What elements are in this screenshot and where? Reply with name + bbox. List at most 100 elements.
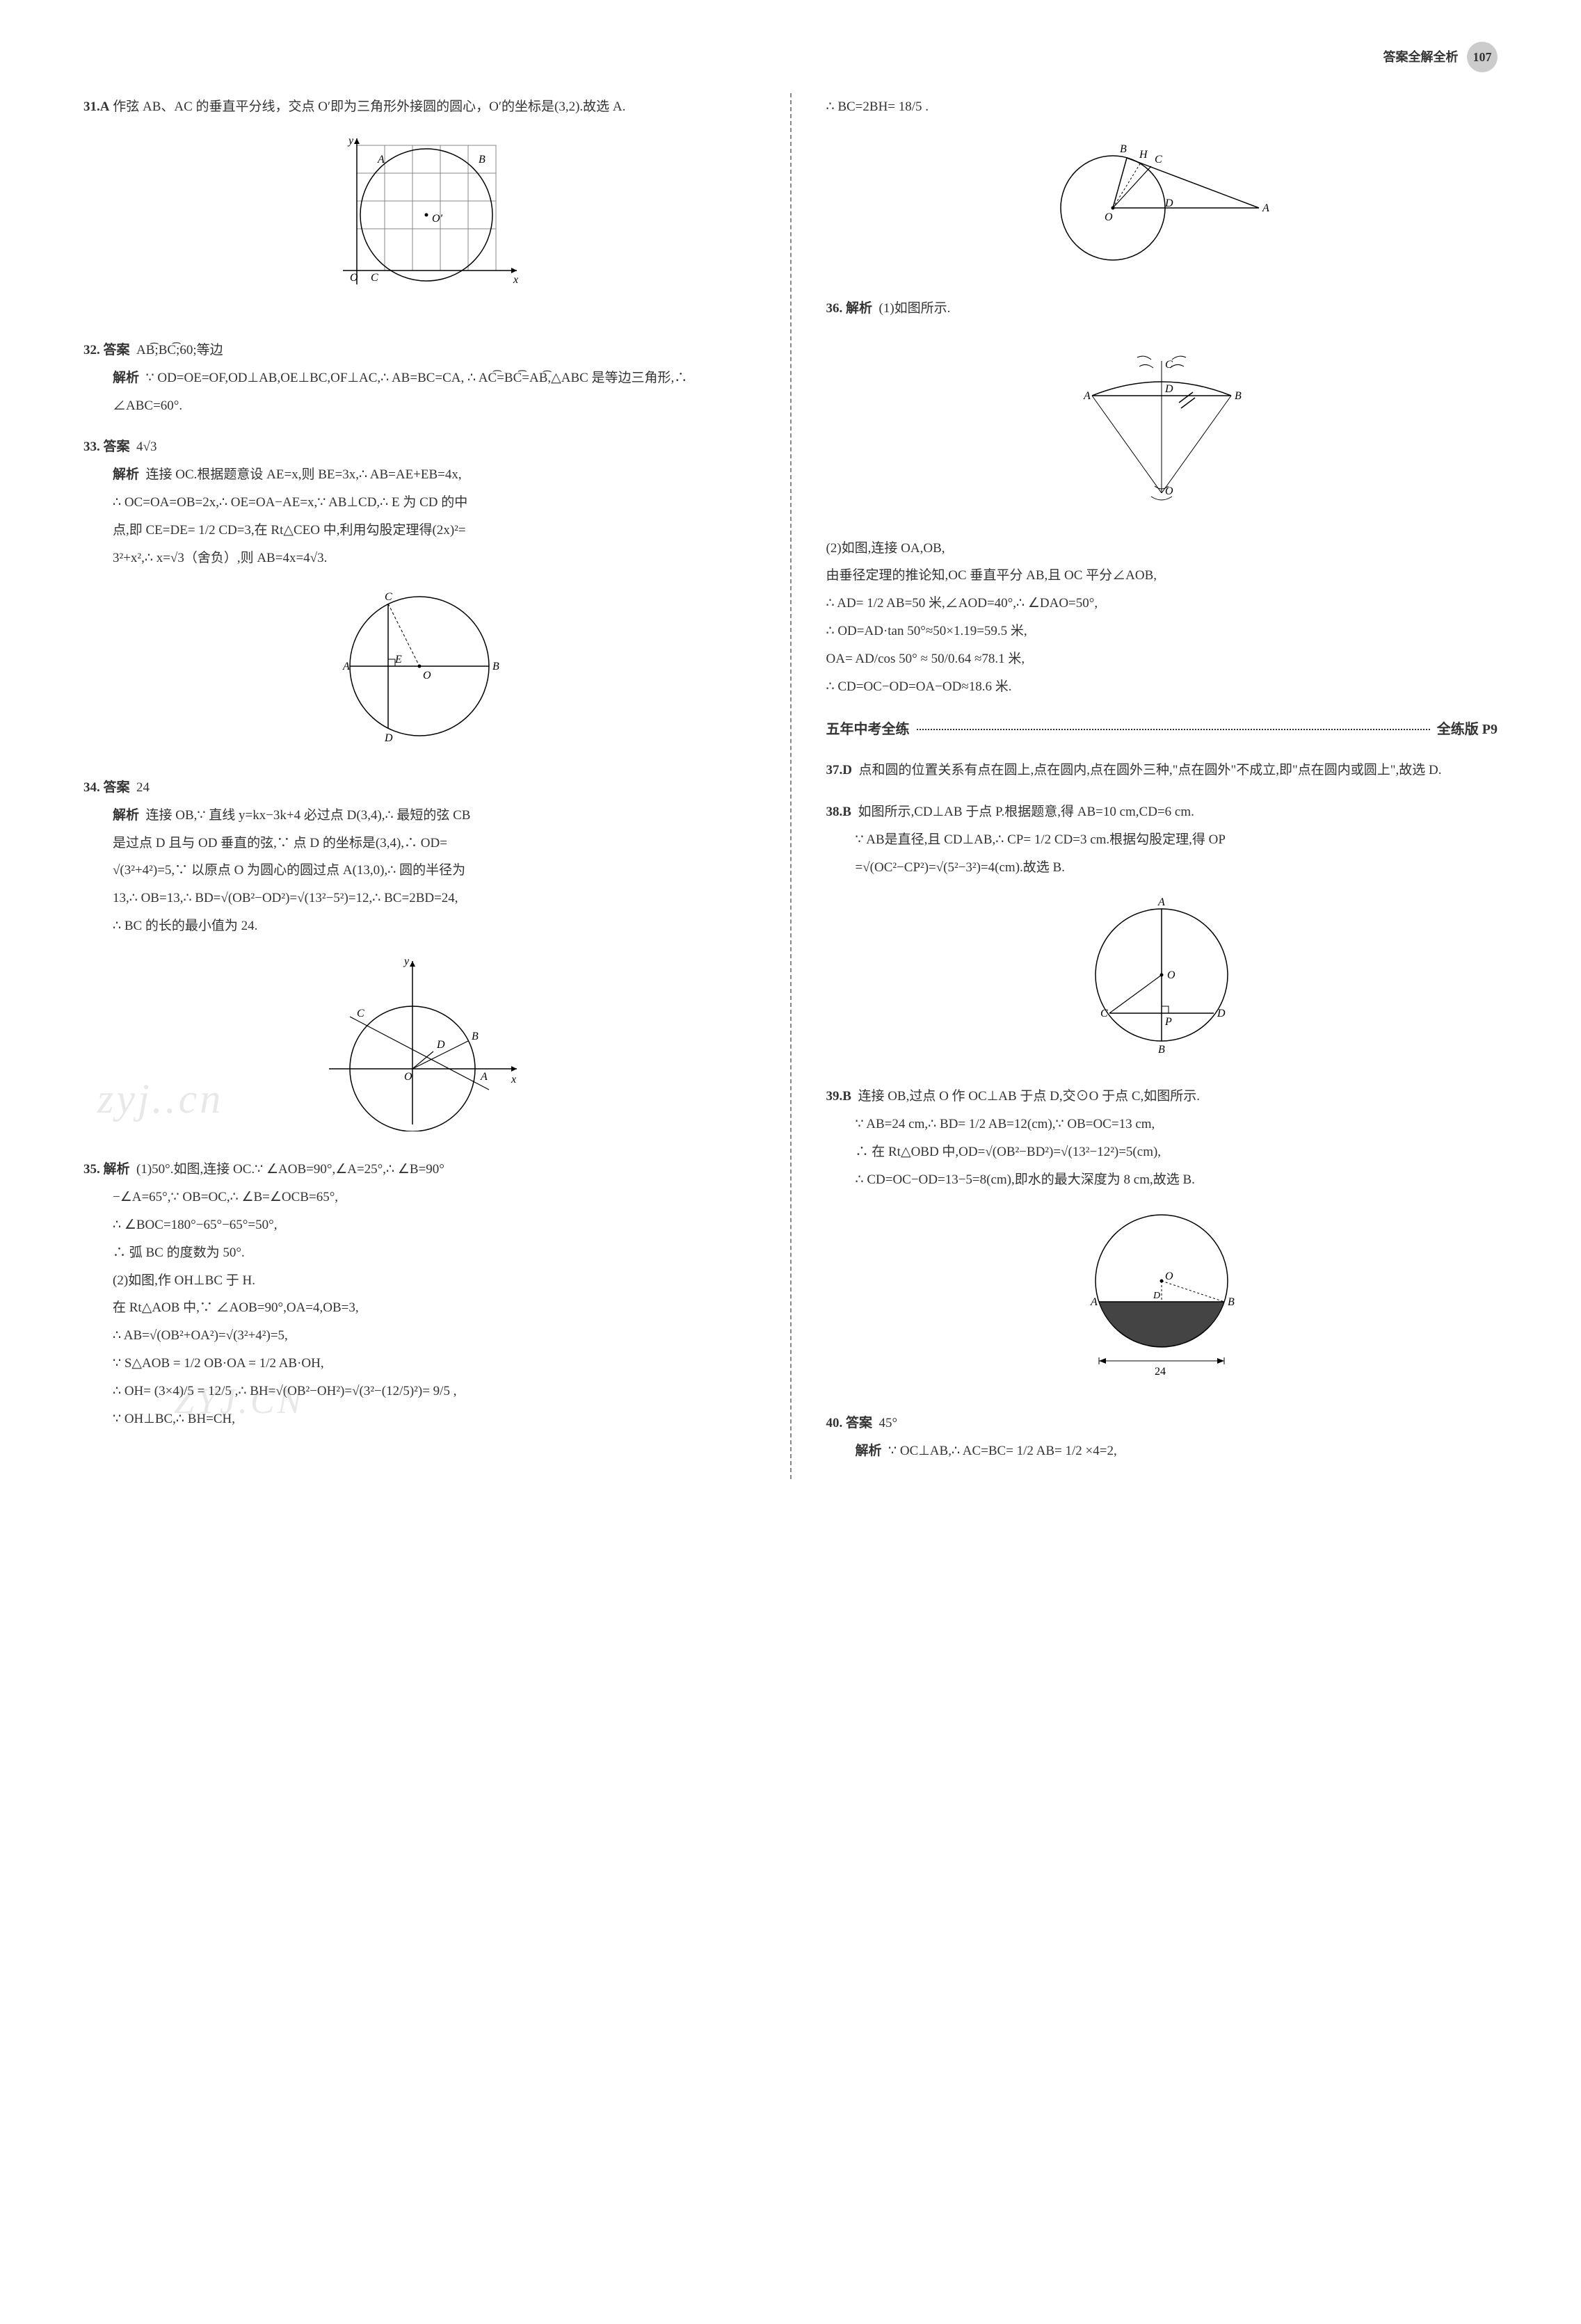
p34-ans: 24 bbox=[136, 780, 150, 795]
p39-l3: ∴ CD=OC−OD=13−5=8(cm),即水的最大深度为 8 cm,故选 B… bbox=[826, 1166, 1498, 1194]
svg-text:x: x bbox=[511, 1074, 516, 1086]
p35-l3: ∴ 弧 BC 的度数为 50°. bbox=[83, 1239, 755, 1267]
svg-text:D: D bbox=[1217, 1008, 1226, 1019]
p38-svg: A B C D O P bbox=[1071, 891, 1252, 1058]
svg-text:O: O bbox=[1167, 969, 1175, 981]
p36-figure: A B C D O bbox=[826, 333, 1498, 524]
p36-svg: A B C D O bbox=[1057, 333, 1266, 514]
p36-p1: (1)如图所示. bbox=[879, 301, 951, 316]
problem-39: 39.B 连接 OB,过点 O 作 OC⊥AB 于点 D,交⊙O 于点 C,如图… bbox=[826, 1083, 1498, 1395]
svg-text:E: E bbox=[394, 654, 402, 665]
svg-text:B: B bbox=[479, 154, 485, 166]
p34-l1: 是过点 D 且与 OD 垂直的弦,∵ 点 D 的坐标是(3,4),∴ OD= bbox=[83, 830, 755, 857]
p37-text: 点和圆的位置关系有点在圆上,点在圆内,点在圆外三种,"点在圆外"不成立,即"点在… bbox=[858, 763, 1441, 777]
p34-l2: √(3²+4²)=5,∵ 以原点 O 为圆心的圆过点 A(13,0),∴ 圆的半… bbox=[83, 857, 755, 885]
p39-l0: 连接 OB,过点 O 作 OC⊥AB 于点 D,交⊙O 于点 C,如图所示. bbox=[858, 1089, 1200, 1104]
p39-choice: B bbox=[842, 1089, 851, 1104]
p31-svg: O C O′ A B x y bbox=[315, 131, 524, 312]
p38-l0: 如图所示,CD⊥AB 于点 P.根据题意,得 AB=10 cm,CD=6 cm. bbox=[858, 805, 1194, 819]
p33-exp-label: 解析 bbox=[113, 467, 139, 482]
svg-text:A: A bbox=[342, 661, 350, 672]
svg-text:D: D bbox=[1153, 1291, 1160, 1301]
p33-l3: 3²+x²,∴ x=√3（舍负）,则 AB=4x=4√3. bbox=[83, 544, 755, 572]
problem-37: 37.D 点和圆的位置关系有点在圆上,点在圆内,点在圆外三种,"点在圆外"不成立… bbox=[826, 757, 1498, 784]
svg-text:A: A bbox=[1157, 896, 1165, 908]
svg-text:O: O bbox=[1165, 1270, 1173, 1282]
p35-cont: ∴ BC=2BH= 18/5 . O A B C D H bbox=[826, 93, 1498, 281]
svg-text:D: D bbox=[384, 732, 393, 744]
header-title: 答案全解全析 bbox=[1383, 50, 1459, 64]
svg-text:B: B bbox=[1228, 1296, 1235, 1308]
svg-text:D: D bbox=[1164, 383, 1173, 395]
svg-text:C: C bbox=[371, 272, 378, 284]
section-title: 五年中考全练 bbox=[826, 715, 910, 744]
p39-l2: ∴ 在 Rt△OBD 中,OD=√(OB²−BD²)=√(13²−12²)=5(… bbox=[826, 1138, 1498, 1166]
p35-l1: −∠A=65°,∵ OB=OC,∴ ∠B=∠OCB=65°, bbox=[83, 1184, 755, 1211]
p40-num: 40. bbox=[826, 1416, 843, 1430]
p33-l2: 点,即 CE=DE= 1/2 CD=3,在 Rt△CEO 中,利用勾股定理得(2… bbox=[83, 517, 755, 544]
svg-text:D: D bbox=[1164, 197, 1173, 209]
p32-label: 答案 bbox=[104, 343, 130, 357]
p36-l5: ∴ CD=OC−OD=OA−OD≈18.6 米. bbox=[826, 673, 1498, 701]
p35-num: 35. bbox=[83, 1162, 100, 1177]
p35c-line: ∴ BC=2BH= 18/5 . bbox=[826, 93, 1498, 121]
svg-text:O: O bbox=[1165, 485, 1173, 497]
problem-38: 38.B 如图所示,CD⊥AB 于点 P.根据题意,得 AB=10 cm,CD=… bbox=[826, 798, 1498, 1070]
p33-label: 答案 bbox=[104, 439, 130, 454]
content-columns: 31.A 作弦 AB、AC 的垂直平分线，交点 O′即为三角形外接圆的圆心，O′… bbox=[83, 93, 1498, 1479]
p34-label: 答案 bbox=[104, 780, 130, 795]
p39-num: 39. bbox=[826, 1089, 843, 1104]
p34-l0: 连接 OB,∵ 直线 y=kx−3k+4 必过点 D(3,4),∴ 最短的弦 C… bbox=[146, 808, 471, 823]
right-column: ∴ BC=2BH= 18/5 . O A B C D H bbox=[790, 93, 1498, 1479]
p40-exp: ∵ OC⊥AB,∴ AC=BC= 1/2 AB= 1/2 ×4=2, bbox=[888, 1444, 1117, 1458]
p33-num: 33. bbox=[83, 439, 100, 454]
problem-32: 32. 答案 AB͡;BC͡;60;等边 解析 ∵ OD=OE=OF,OD⊥AB… bbox=[83, 337, 755, 420]
p34-figure: O A x y C D B zyj..cn bbox=[83, 951, 755, 1142]
p35-l5: 在 Rt△AOB 中,∵ ∠AOB=90°,OA=4,OB=3, bbox=[83, 1294, 755, 1322]
page-number: 107 bbox=[1467, 42, 1498, 72]
p38-choice: B bbox=[842, 805, 851, 819]
p36-l2: ∴ AD= 1/2 AB=50 米,∠AOD=40°,∴ ∠DAO=50°, bbox=[826, 590, 1498, 618]
svg-text:A: A bbox=[480, 1071, 488, 1083]
p31-text: 作弦 AB、AC 的垂直平分线，交点 O′即为三角形外接圆的圆心，O′的坐标是(… bbox=[113, 99, 625, 114]
p37-num: 37. bbox=[826, 763, 843, 777]
svg-text:P: P bbox=[1164, 1016, 1172, 1028]
svg-text:B: B bbox=[1235, 390, 1242, 402]
p36-l4: OA= AD/cos 50° ≈ 50/0.64 ≈78.1 米, bbox=[826, 645, 1498, 673]
p38-figure: A B C D O P bbox=[826, 891, 1498, 1069]
section-header: 五年中考全练 全练版 P9 bbox=[826, 715, 1498, 744]
svg-text:B: B bbox=[492, 661, 499, 672]
p36-label: 解析 bbox=[846, 301, 872, 316]
problem-36: 36. 解析 (1)如图所示. A B C D bbox=[826, 295, 1498, 701]
p35c-svg: O A B C D H bbox=[1036, 131, 1287, 271]
svg-text:C: C bbox=[385, 591, 392, 603]
svg-text:x: x bbox=[513, 274, 518, 286]
p31-num: 31. bbox=[83, 99, 100, 114]
svg-text:C: C bbox=[1165, 359, 1173, 371]
svg-text:y: y bbox=[347, 135, 354, 147]
p32-exp-label: 解析 bbox=[113, 371, 139, 385]
problem-35: 35. 解析 (1)50°.如图,连接 OC.∵ ∠AOB=90°,∠A=25°… bbox=[83, 1156, 755, 1433]
svg-text:A: A bbox=[377, 154, 385, 166]
svg-text:C: C bbox=[1155, 154, 1162, 166]
p34-exp-label: 解析 bbox=[113, 808, 139, 823]
p35c-figure: O A B C D H bbox=[826, 131, 1498, 281]
p40-label: 答案 bbox=[846, 1416, 872, 1430]
p32-ans: AB͡;BC͡;60;等边 bbox=[136, 343, 223, 357]
p40-exp-label: 解析 bbox=[856, 1444, 882, 1458]
svg-text:A: A bbox=[1090, 1296, 1098, 1308]
p33-l0: 连接 OC.根据题意设 AE=x,则 BE=3x,∴ AB=AE+EB=4x, bbox=[146, 467, 462, 482]
p33-ans: 4√3 bbox=[136, 439, 157, 454]
p31-choice: A bbox=[100, 99, 110, 114]
page-header: 答案全解全析 107 bbox=[83, 42, 1498, 72]
p40-ans: 45° bbox=[879, 1416, 898, 1430]
p32-num: 32. bbox=[83, 343, 100, 357]
p39-figure: O D A B 24 bbox=[826, 1204, 1498, 1396]
p38-l1: ∵ AB是直径,且 CD⊥AB,∴ CP= 1/2 CD=3 cm.根据勾股定理… bbox=[826, 826, 1498, 854]
p33-svg: A B C D E O bbox=[322, 583, 517, 750]
svg-text:y: y bbox=[403, 955, 410, 967]
p36-l3: ∴ OD=AD·tan 50°≈50×1.19=59.5 米, bbox=[826, 618, 1498, 645]
problem-31: 31.A 作弦 AB、AC 的垂直平分线，交点 O′即为三角形外接圆的圆心，O′… bbox=[83, 93, 755, 323]
p36-num: 36. bbox=[826, 301, 843, 316]
p39-svg: O D A B 24 bbox=[1057, 1204, 1266, 1385]
